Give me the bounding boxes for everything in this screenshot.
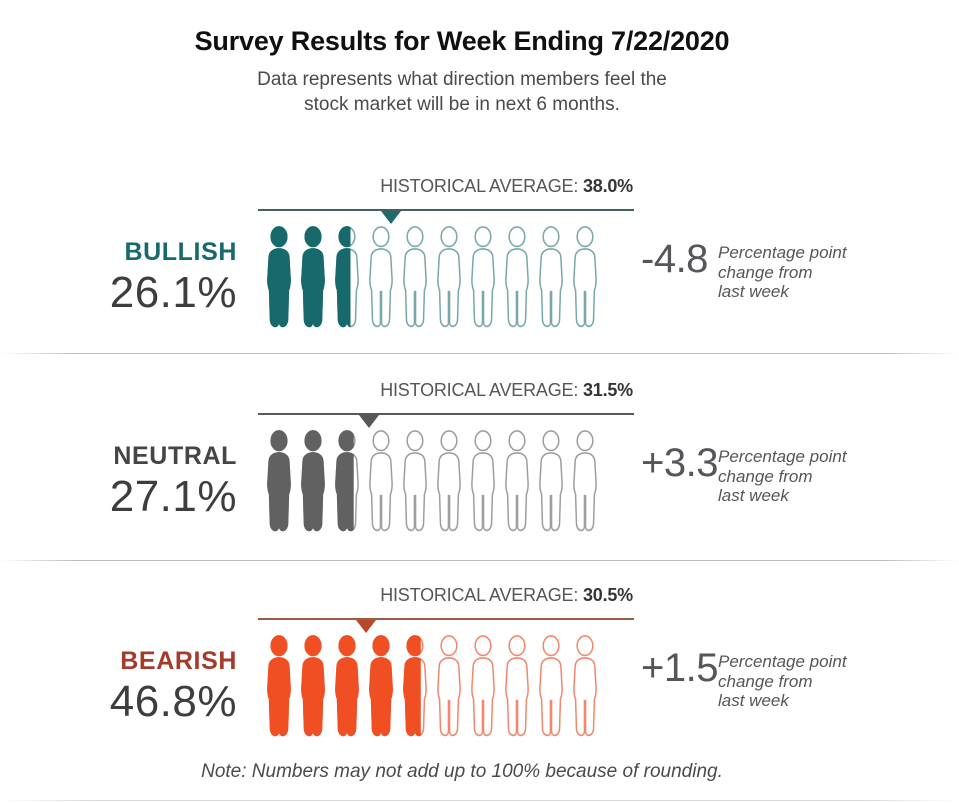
person-icon: [573, 635, 597, 737]
person-icon: [539, 635, 563, 737]
historical-average-text: HISTORICAL AVERAGE: 30.5%: [380, 585, 633, 607]
historical-average-line: [258, 618, 634, 620]
person-icon: [505, 635, 529, 737]
person-icon: [471, 635, 495, 737]
row-divider: [0, 560, 959, 561]
person-icon-strip: [263, 430, 601, 538]
historical-average-value: 38.0%: [582, 176, 633, 196]
person-icon: [437, 430, 461, 532]
person-icon: [403, 635, 427, 737]
change-value: -4.8: [641, 237, 708, 281]
person-icon: [471, 430, 495, 532]
header: Survey Results for Week Ending 7/22/2020…: [0, 26, 924, 117]
row-bearish: HISTORICAL AVERAGE: 30.5% BEARISH 46.8% …: [0, 585, 959, 765]
person-icon: [267, 635, 291, 737]
person-icon: [573, 226, 597, 328]
person-icon: [301, 635, 325, 737]
change-description: Percentage point change from last week: [718, 447, 847, 506]
person-icon: [301, 430, 325, 532]
sentiment-summary: NEUTRAL 27.1%: [35, 444, 237, 519]
historical-average-marker-icon: [381, 211, 402, 224]
bottom-divider: [0, 800, 959, 801]
person-icon: [335, 226, 359, 328]
historical-average-text: HISTORICAL AVERAGE: 31.5%: [380, 380, 633, 402]
person-icon: [403, 430, 427, 532]
sentiment-value: 26.1%: [109, 268, 237, 317]
row-neutral: HISTORICAL AVERAGE: 31.5% NEUTRAL 27.1% …: [0, 380, 959, 560]
person-icon: [335, 430, 359, 532]
person-icon: [301, 226, 325, 328]
change-description: Percentage point change from last week: [718, 652, 847, 711]
change-value: +1.5: [641, 646, 718, 690]
footnote: Note: Numbers may not add up to 100% bec…: [201, 761, 723, 782]
historical-average-label: HISTORICAL AVERAGE:: [380, 176, 579, 196]
person-icon: [539, 226, 563, 328]
sentiment-value: 46.8%: [109, 677, 237, 726]
person-icon: [471, 226, 495, 328]
change-value: +3.3: [641, 441, 718, 485]
person-icon: [539, 430, 563, 532]
sentiment-label: NEUTRAL: [113, 442, 237, 470]
person-icon: [369, 635, 393, 737]
person-icon: [437, 635, 461, 737]
row-divider: [0, 353, 959, 354]
person-icon: [369, 430, 393, 532]
person-icon: [437, 226, 461, 328]
person-icon: [505, 430, 529, 532]
historical-average-label: HISTORICAL AVERAGE:: [380, 380, 579, 400]
change-description: Percentage point change from last week: [718, 243, 847, 302]
sentiment-summary: BEARISH 46.8%: [35, 649, 237, 724]
sentiment-label: BEARISH: [120, 647, 237, 675]
person-icon: [335, 635, 359, 737]
sentiment-label: BULLISH: [124, 238, 237, 266]
sentiment-summary: BULLISH 26.1%: [35, 240, 237, 315]
historical-average-value: 30.5%: [582, 585, 633, 605]
person-icon: [573, 430, 597, 532]
historical-average-line: [258, 209, 634, 211]
historical-average-value: 31.5%: [582, 380, 633, 400]
person-icon: [369, 226, 393, 328]
person-icon-strip: [263, 226, 601, 334]
historical-average-marker-icon: [355, 620, 376, 633]
historical-average-marker-icon: [359, 415, 380, 428]
sentiment-value: 27.1%: [109, 472, 237, 521]
page-subtitle: Data represents what direction members f…: [257, 69, 667, 116]
page-title: Survey Results for Week Ending 7/22/2020: [194, 26, 730, 56]
person-icon: [505, 226, 529, 328]
person-icon: [403, 226, 427, 328]
historical-average-text: HISTORICAL AVERAGE: 38.0%: [380, 176, 633, 198]
person-icon: [267, 430, 291, 532]
historical-average-line: [258, 413, 634, 415]
historical-average-label: HISTORICAL AVERAGE:: [380, 585, 579, 605]
person-icon: [267, 226, 291, 328]
row-bullish: HISTORICAL AVERAGE: 38.0% BULLISH 26.1% …: [0, 176, 959, 356]
person-icon-strip: [263, 635, 601, 743]
